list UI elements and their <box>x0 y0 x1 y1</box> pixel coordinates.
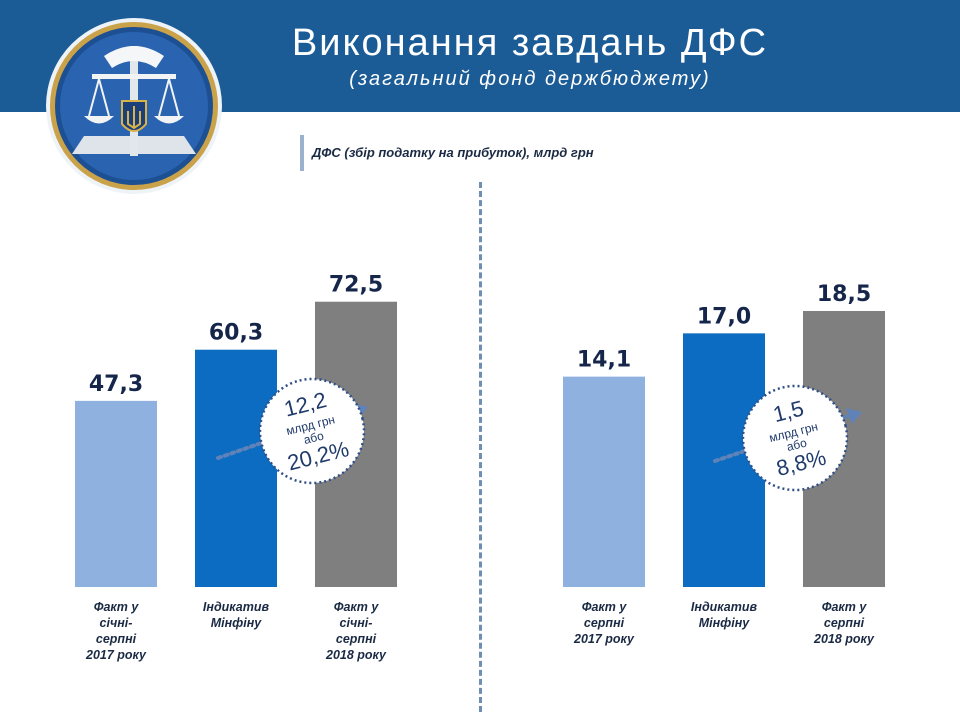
category-label: Факт у січні-серпні 2017 року <box>85 600 147 662</box>
category-label: Індикатив Мінфіну <box>691 600 758 630</box>
bar-1-1 <box>75 400 157 587</box>
category-label: Факт у січні-серпні 2018 року <box>325 600 387 662</box>
value-label: 47,3 <box>89 372 143 397</box>
chart-2: 14,1 Факт у серпні 2017 року 17,0 Індикатив Мі… <box>563 282 885 646</box>
section-accent <box>300 135 304 171</box>
category-label: Факт у серпні 2018 року <box>813 600 875 646</box>
badge-circle <box>741 384 849 492</box>
section-label: ДФС (збір податку на прибуток), млрд грн <box>312 145 594 160</box>
dfs-emblem-icon <box>46 18 222 194</box>
bar-2-1 <box>563 376 645 587</box>
value-label: 72,5 <box>329 273 383 298</box>
value-label: 14,1 <box>577 348 631 373</box>
page-title: Виконання завдань ДФС <box>291 22 769 64</box>
badge-connector: або <box>785 435 808 454</box>
chart-1: 47,3 Факт у січні-серпні 2017 року 60,3 Індик… <box>75 273 397 662</box>
value-label: 17,0 <box>697 304 751 329</box>
value-label: 60,3 <box>209 321 263 346</box>
category-label: Індикатив Мінфіну <box>203 600 270 630</box>
badge-circle <box>258 377 366 485</box>
badge-connector: або <box>302 428 325 447</box>
value-label: 18,5 <box>817 282 871 307</box>
category-label: Факт у серпні 2017 року <box>573 600 635 646</box>
bar-1-2 <box>195 349 277 587</box>
chart-divider <box>479 182 482 712</box>
arrow-head-icon <box>846 408 862 424</box>
page-subtitle: (загальний фонд держбюджету) <box>349 68 711 90</box>
